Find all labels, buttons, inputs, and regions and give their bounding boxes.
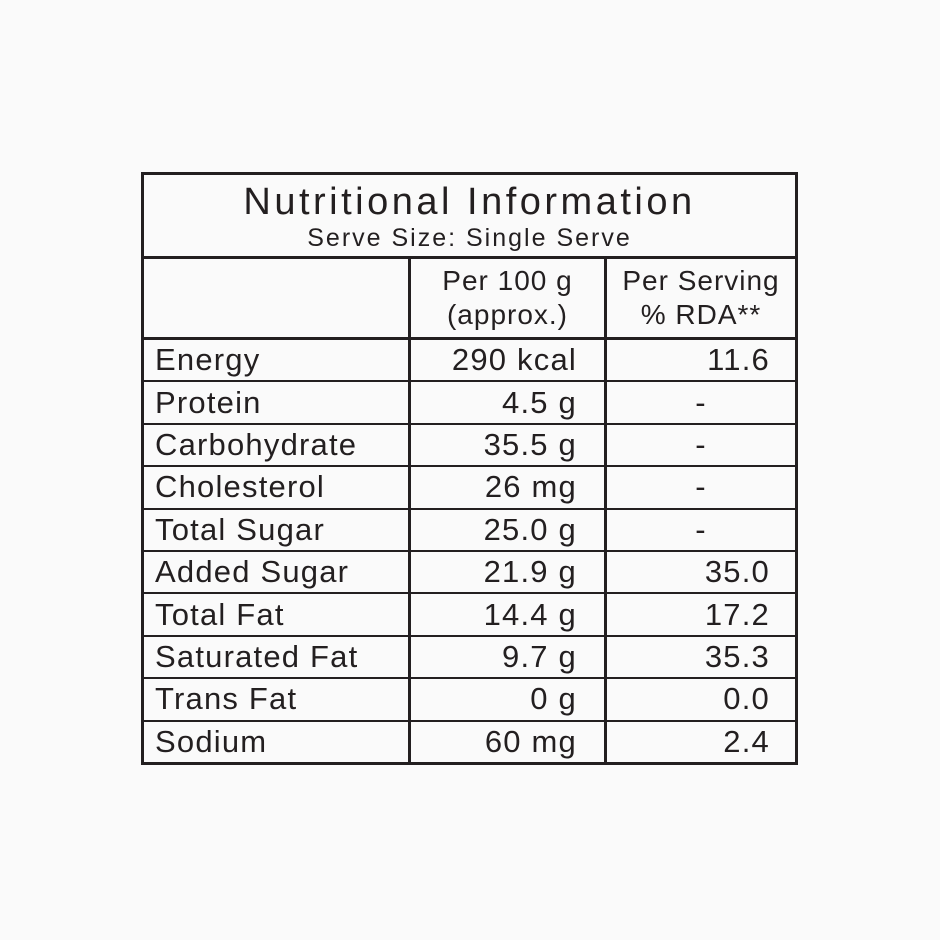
per-serving-value: 35.0 — [704, 554, 770, 590]
per-serving-header-line2: % RDA** — [640, 299, 762, 330]
per-100g-header-line2: (approx.) — [446, 299, 569, 330]
per-serving-value: 2.4 — [723, 723, 770, 759]
table-row: Trans Fat 0 g 0.0 — [144, 679, 795, 722]
per-100g-value: 4.5 g — [411, 382, 607, 423]
column-header-per-100g: Per 100 g (approx.) — [411, 259, 607, 337]
table-row: Cholesterol 26 mg - — [144, 467, 795, 510]
per-100g-value: 35.5 g — [411, 424, 607, 466]
per-serving-value: 35.3 — [704, 639, 770, 675]
table-row: Total Fat 14.4 g 17.2 — [144, 594, 795, 637]
nutrient-name: Protein — [144, 382, 411, 423]
column-header-row: Per 100 g (approx.) Per Serving % RDA** — [144, 259, 795, 340]
per-100g-value: 0 g — [411, 679, 607, 720]
per-serving-value: 11.6 — [707, 342, 770, 378]
table-row: Energy 290 kcal 11.6 — [144, 340, 795, 383]
nutrient-name: Carbohydrate — [144, 424, 411, 466]
per-100g-value: 290 kcal — [411, 340, 607, 381]
nutrient-name: Saturated Fat — [144, 636, 411, 678]
per-serving-value: - — [695, 427, 707, 463]
column-header-nutrient — [144, 259, 411, 337]
per-100g-value: 26 mg — [411, 467, 607, 508]
nutrient-name: Total Sugar — [144, 509, 411, 551]
table-row: Carbohydrate 35.5 g - — [144, 424, 795, 468]
per-serving-value: 0.0 — [723, 681, 770, 717]
column-header-per-serving: Per Serving % RDA** — [607, 259, 795, 337]
nutrient-name: Added Sugar — [144, 552, 411, 593]
per-serving-value: - — [695, 384, 707, 420]
per-100g-value: 25.0 g — [411, 509, 607, 551]
label-title-section: Nutritional Information Serve Size: Sing… — [144, 175, 795, 259]
nutrition-label: Nutritional Information Serve Size: Sing… — [141, 172, 798, 765]
nutrient-rows: Energy 290 kcal 11.6 Protein 4.5 g - Car… — [144, 340, 795, 763]
nutrient-name: Trans Fat — [144, 679, 411, 720]
table-row: Added Sugar 21.9 g 35.0 — [144, 552, 795, 595]
nutrient-name: Sodium — [144, 721, 411, 763]
per-serving-value: - — [695, 511, 707, 547]
label-title: Nutritional Information — [243, 180, 696, 223]
table-row: Saturated Fat 9.7 g 35.3 — [144, 636, 795, 680]
per-serving-value: - — [695, 469, 707, 505]
nutrient-name: Cholesterol — [144, 467, 411, 508]
per-100g-value: 60 mg — [411, 721, 607, 763]
per-100g-value: 21.9 g — [411, 552, 607, 593]
table-row: Total Sugar 25.0 g - — [144, 509, 795, 553]
per-100g-value: 9.7 g — [411, 636, 607, 678]
per-serving-header-line1: Per Serving — [622, 265, 780, 296]
table-row: Protein 4.5 g - — [144, 382, 795, 425]
nutrient-name: Energy — [144, 340, 411, 381]
nutrient-name: Total Fat — [144, 594, 411, 635]
table-row: Sodium 60 mg 2.4 — [144, 721, 795, 763]
serve-size-subtitle: Serve Size: Single Serve — [307, 223, 632, 252]
per-serving-value: 17.2 — [704, 596, 770, 632]
per-100g-header-line1: Per 100 g — [442, 265, 573, 296]
per-100g-value: 14.4 g — [411, 594, 607, 635]
